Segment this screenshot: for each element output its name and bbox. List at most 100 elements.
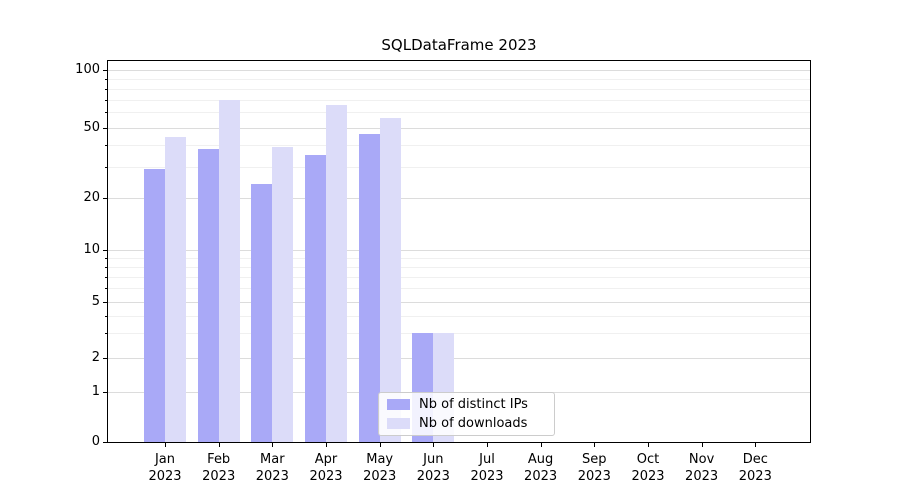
y-tick-label-50: 50 — [83, 119, 100, 135]
gridline-minor-40 — [108, 144, 810, 146]
x-tick-year: 2023 — [309, 469, 343, 484]
x-tick-mark-mar — [272, 443, 274, 447]
x-tick-year: 2023 — [524, 469, 558, 484]
y-tick-mark-50 — [103, 127, 108, 129]
x-tick-year: 2023 — [470, 469, 504, 484]
y-minor-tick-mark-7 — [105, 276, 108, 278]
x-tick-label-jul: Jul 2023 — [457, 451, 517, 485]
bar-downloads-feb — [218, 99, 240, 442]
y-minor-tick-mark-90 — [105, 78, 108, 80]
y-minor-tick-mark-3 — [105, 333, 108, 335]
gridline-major-2 — [108, 358, 810, 359]
y-tick-mark-1 — [103, 392, 108, 393]
gridline-minor-80 — [108, 88, 810, 90]
x-tick-mark-jun — [433, 443, 435, 447]
gridline-minor-60 — [108, 112, 810, 114]
y-tick-label-0: 0 — [91, 434, 100, 449]
gridline-major-50 — [108, 127, 810, 129]
y-tick-label-1: 1 — [91, 384, 100, 399]
x-tick-label-dec: Dec 2023 — [725, 451, 785, 485]
x-tick-month: Jun — [423, 452, 444, 467]
y-minor-tick-mark-30 — [105, 166, 108, 168]
x-tick-label-jun: Jun 2023 — [403, 451, 463, 485]
x-tick-label-sep: Sep 2023 — [564, 451, 624, 485]
x-tick-label-oct: Oct 2023 — [618, 451, 678, 485]
x-tick-mark-oct — [648, 443, 649, 447]
x-tick-mark-aug — [540, 443, 542, 447]
y-minor-tick-mark-6 — [105, 288, 108, 290]
y-tick-mark-5 — [103, 302, 108, 303]
y-minor-tick-mark-9 — [105, 257, 108, 259]
x-tick-month: Oct — [636, 452, 660, 467]
x-tick-month: Aug — [527, 452, 554, 467]
y-tick-label-2: 2 — [91, 350, 100, 365]
y-tick-mark-10 — [103, 250, 108, 251]
x-tick-year: 2023 — [416, 469, 450, 484]
gridline-minor-30 — [108, 166, 810, 168]
y-tick-label-10: 10 — [83, 242, 100, 257]
gridline-minor-8 — [108, 266, 810, 268]
x-tick-mark-jan — [165, 443, 166, 447]
plot-area — [107, 60, 811, 443]
x-tick-label-jan: Jan 2023 — [135, 451, 195, 485]
legend-label-downloads: Nb of downloads — [419, 416, 528, 431]
y-minor-tick-mark-40 — [105, 144, 108, 146]
bar-distinct-ips-may — [358, 133, 380, 442]
y-tick-mark-20 — [103, 197, 108, 199]
y-minor-tick-mark-4 — [105, 315, 108, 317]
bars-layer — [108, 61, 810, 442]
x-tick-month: Mar — [260, 452, 285, 467]
bar-downloads-apr — [326, 104, 347, 442]
x-tick-label-aug: Aug 2023 — [511, 451, 571, 485]
chart-title: SQLDataFrame 2023 — [381, 36, 537, 54]
x-tick-year: 2023 — [202, 469, 236, 484]
y-minor-tick-mark-60 — [105, 112, 108, 114]
legend-label-distinct-ips: Nb of distinct IPs — [419, 397, 528, 412]
x-tick-month: Jul — [479, 452, 495, 467]
legend-item-distinct-ips: Nb of distinct IPs — [387, 397, 546, 413]
x-tick-month: Jan — [154, 452, 176, 467]
y-tick-label-100: 100 — [75, 62, 100, 77]
gridline-minor-6 — [108, 288, 810, 290]
legend-swatch-downloads — [387, 418, 410, 429]
x-tick-mark-sep — [594, 443, 596, 447]
bar-distinct-ips-feb — [197, 148, 219, 442]
x-tick-mark-apr — [326, 443, 327, 447]
y-tick-mark-2 — [103, 358, 108, 359]
bar-distinct-ips-mar — [251, 183, 273, 442]
y-tick-mark-0 — [103, 442, 108, 443]
y-minor-tick-mark-80 — [105, 88, 108, 90]
gridline-minor-9 — [108, 257, 810, 259]
gridline-minor-4 — [108, 315, 810, 317]
x-tick-year: 2023 — [685, 469, 719, 484]
gridline-major-5 — [108, 302, 810, 303]
legend-swatch-distinct-ips — [387, 399, 410, 410]
bar-downloads-jan — [165, 137, 186, 442]
bar-distinct-ips-jan — [144, 169, 165, 442]
x-tick-mark-dec — [755, 443, 757, 447]
x-tick-year: 2023 — [738, 469, 772, 484]
gridline-major-100 — [108, 70, 810, 71]
legend-item-downloads: Nb of downloads — [387, 416, 546, 432]
legend: Nb of distinct IPs Nb of downloads — [378, 392, 555, 436]
y-tick-label-20: 20 — [83, 189, 100, 205]
bar-distinct-ips-apr — [305, 154, 326, 442]
x-tick-label-mar: Mar 2023 — [242, 451, 302, 485]
x-tick-mark-may — [379, 443, 381, 447]
bar-downloads-mar — [272, 146, 294, 442]
gridline-minor-3 — [108, 333, 810, 335]
x-tick-month: Apr — [314, 452, 338, 467]
y-minor-tick-mark-70 — [105, 99, 108, 101]
x-tick-month: Dec — [742, 452, 768, 467]
gridline-minor-7 — [108, 276, 810, 278]
x-tick-label-feb: Feb 2023 — [189, 451, 249, 485]
x-tick-month: Nov — [688, 452, 715, 467]
x-tick-label-nov: Nov 2023 — [672, 451, 732, 485]
bar-downloads-may — [379, 118, 401, 442]
x-tick-mark-feb — [218, 443, 220, 447]
x-tick-year: 2023 — [363, 469, 397, 484]
x-tick-year: 2023 — [631, 469, 665, 484]
x-tick-year: 2023 — [255, 469, 289, 484]
x-tick-month: Feb — [207, 452, 231, 467]
